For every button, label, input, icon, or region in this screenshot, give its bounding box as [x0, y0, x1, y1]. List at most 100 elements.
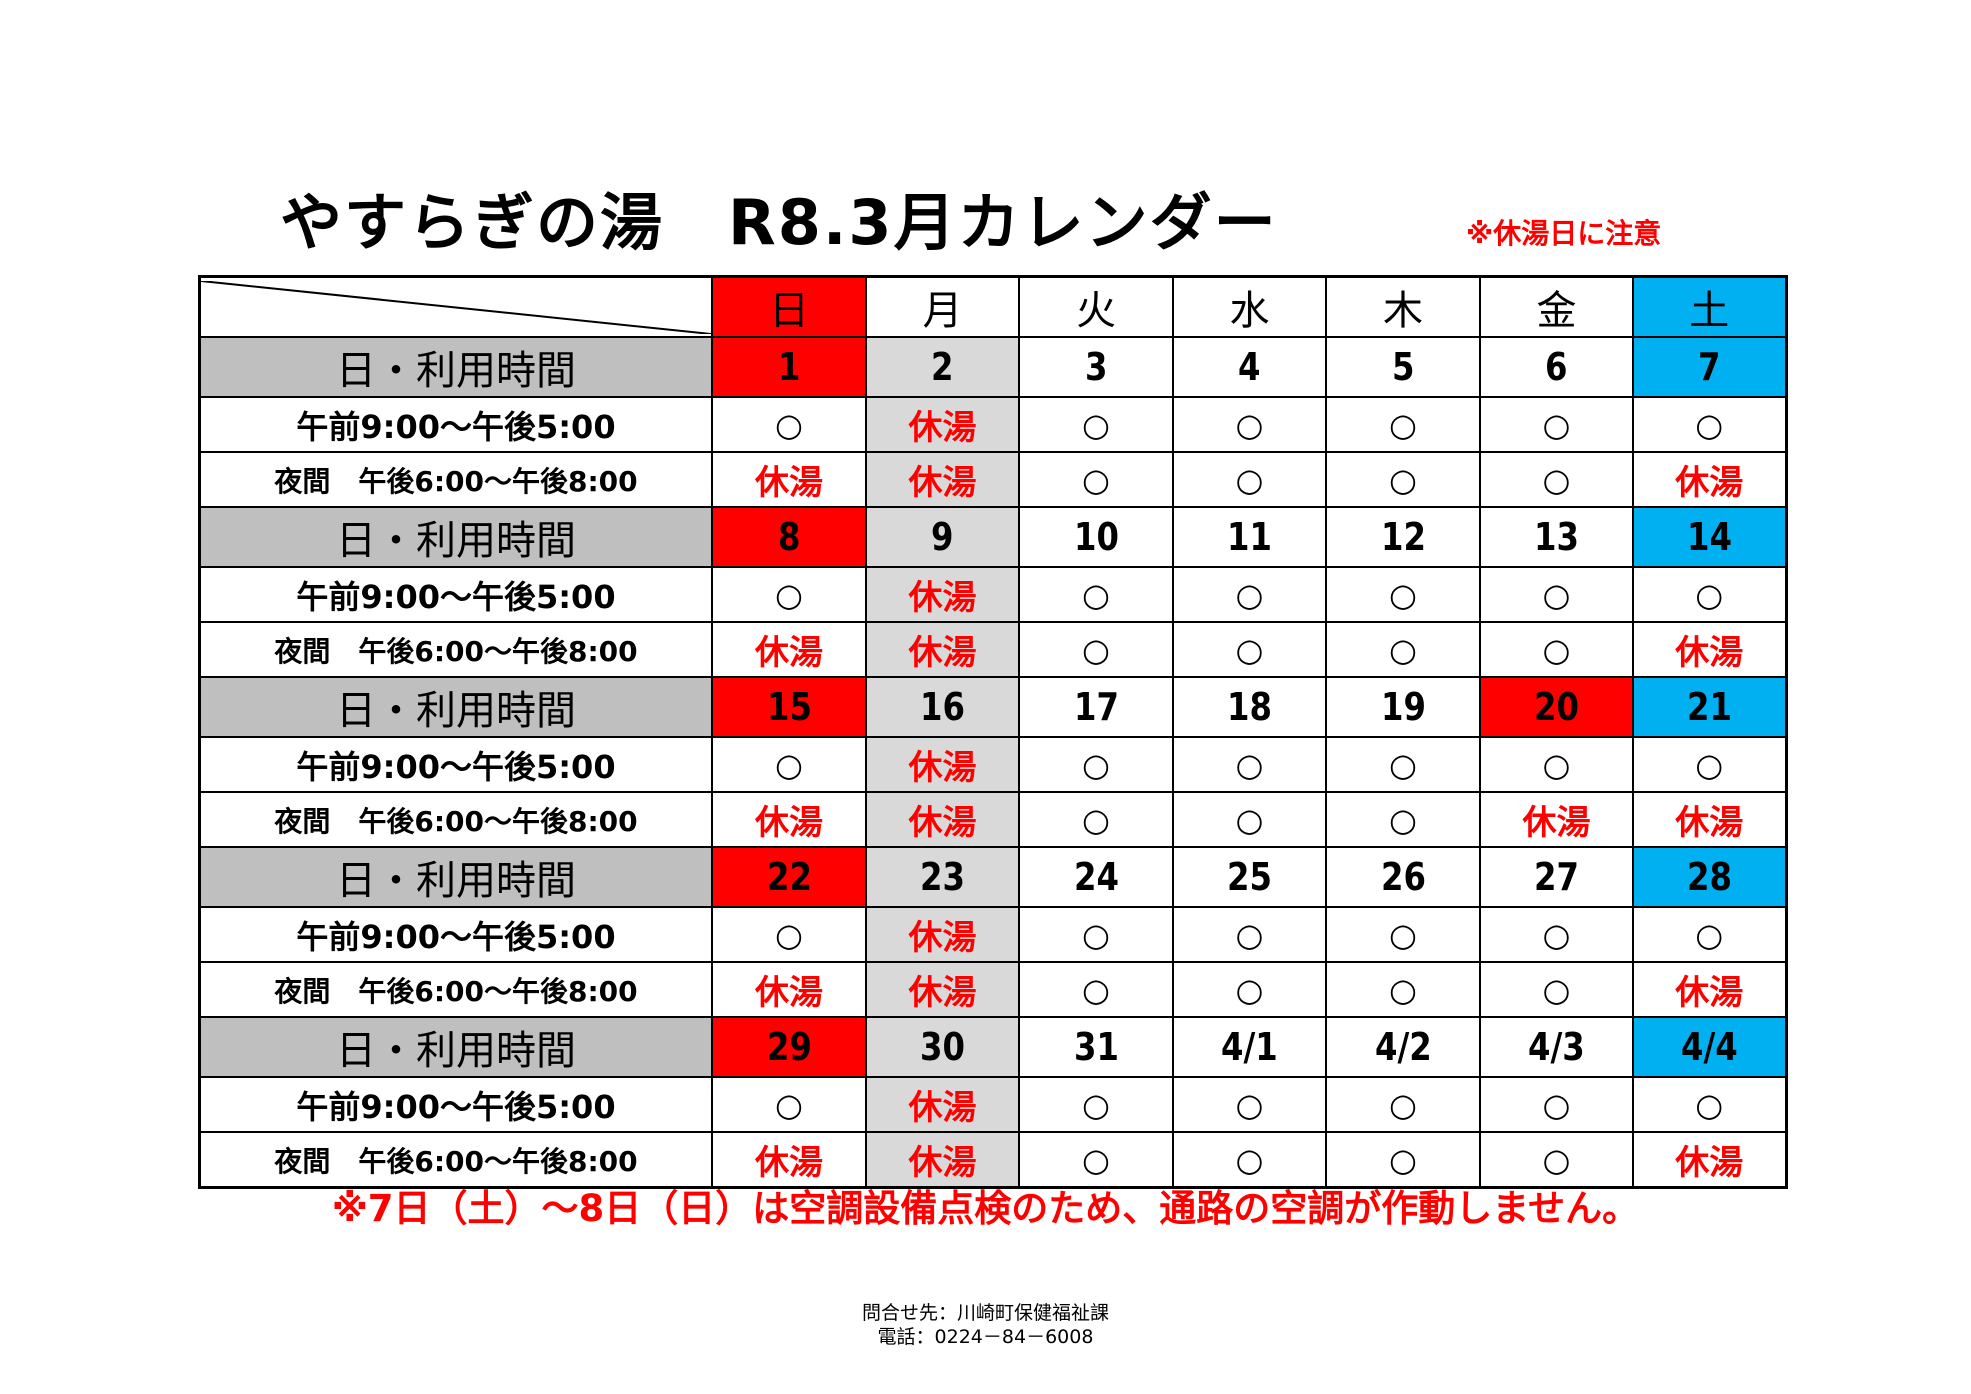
date-cell: 22	[711, 846, 867, 908]
table-row: 夜間 午後6:00～午後8:00 休湯 休湯 ○ ○ ○ ○ 休湯	[198, 621, 1787, 678]
date-cell-text: 24	[1073, 855, 1119, 899]
table-row: 午前9:00～午後5:00 ○ 休湯 ○ ○ ○ ○ ○	[198, 566, 1787, 623]
date-cell-text: 29	[766, 1025, 812, 1069]
open-cell: ○	[1325, 791, 1481, 848]
date-cell-text: 25	[1227, 855, 1272, 899]
table-row: 日月火水木金土	[198, 275, 1787, 338]
date-cell: 9	[865, 506, 1020, 568]
date-cell-text: 23	[920, 855, 965, 899]
open-cell: ○	[1018, 1131, 1174, 1189]
night-label: 夜間 午後6:00～午後8:00	[198, 791, 713, 848]
open-cell: ○	[1172, 906, 1327, 963]
date-cell: 8	[711, 506, 867, 568]
date-cell: 10	[1018, 506, 1174, 568]
weekday-header: 木	[1325, 275, 1481, 338]
closed-cell: 休湯	[1632, 451, 1787, 508]
closed-cell: 休湯	[711, 961, 867, 1018]
date-row-label: 日・利用時間	[198, 336, 713, 398]
open-cell: ○	[1325, 621, 1481, 678]
closed-cell: 休湯	[1632, 791, 1787, 848]
day-label: 午前9:00～午後5:00	[198, 566, 713, 623]
date-cell-text: 13	[1534, 515, 1579, 559]
date-cell: 21	[1632, 676, 1787, 738]
open-cell: ○	[1018, 396, 1174, 453]
date-cell-text: 28	[1686, 855, 1732, 899]
weekday-header: 日	[711, 275, 867, 338]
date-cell: 14	[1632, 506, 1787, 568]
notice: ※7日（土）～8日（日）は空調設備点検のため、通路の空調が作動しません。	[331, 1187, 1640, 1230]
date-cell-text: 21	[1686, 685, 1732, 729]
table-row: 午前9:00～午後5:00 ○ 休湯 ○ ○ ○ ○ ○	[198, 906, 1787, 963]
open-cell: ○	[1479, 396, 1634, 453]
date-cell: 12	[1325, 506, 1481, 568]
corner-cell	[198, 275, 713, 338]
date-row-label: 日・利用時間	[198, 676, 713, 738]
contact: 電話：0224－84－6008	[877, 1326, 1094, 1348]
open-cell: ○	[1018, 736, 1174, 793]
date-cell: 4/4	[1632, 1016, 1787, 1078]
date-cell-text: 4/2	[1374, 1025, 1432, 1069]
table-row: 日・利用時間 1 2 3 4 5 6 7	[198, 336, 1787, 398]
open-cell: ○	[1018, 621, 1174, 678]
table-row: 夜間 午後6:00～午後8:00 休湯 休湯 ○ ○ ○ 休湯 休湯	[198, 791, 1787, 848]
date-cell: 13	[1479, 506, 1634, 568]
date-cell: 4/1	[1172, 1016, 1327, 1078]
table-row: 夜間 午後6:00～午後8:00 休湯 休湯 ○ ○ ○ ○ 休湯	[198, 961, 1787, 1018]
open-cell: ○	[1325, 961, 1481, 1018]
open-cell: ○	[1479, 1076, 1634, 1133]
closed-cell: 休湯	[865, 1076, 1020, 1133]
open-cell: ○	[1172, 396, 1327, 453]
table-row: 日・利用時間 8 9 10 11 12 13 14	[198, 506, 1787, 568]
day-label: 午前9:00～午後5:00	[198, 736, 713, 793]
closed-cell: 休湯	[1632, 1131, 1787, 1189]
open-cell: ○	[1632, 396, 1787, 453]
open-cell: ○	[1632, 736, 1787, 793]
night-label: 夜間 午後6:00～午後8:00	[198, 1131, 713, 1189]
open-cell: ○	[1479, 566, 1634, 623]
date-cell: 18	[1172, 676, 1327, 738]
night-label: 夜間 午後6:00～午後8:00	[198, 961, 713, 1018]
table-row: 夜間 午後6:00～午後8:00 休湯 休湯 ○ ○ ○ ○ 休湯	[198, 451, 1787, 508]
date-row-label: 日・利用時間	[198, 1016, 713, 1078]
open-cell: ○	[1018, 791, 1174, 848]
open-cell: ○	[1018, 1076, 1174, 1133]
open-cell: ○	[1632, 1076, 1787, 1133]
closed-cell: 休湯	[865, 736, 1020, 793]
date-cell: 24	[1018, 846, 1174, 908]
date-cell: 19	[1325, 676, 1481, 738]
closed-cell: 休湯	[865, 621, 1020, 678]
open-cell: ○	[1632, 566, 1787, 623]
night-label: 夜間 午後6:00～午後8:00	[198, 451, 713, 508]
date-cell: 25	[1172, 846, 1327, 908]
date-cell-text: 3	[1084, 345, 1108, 389]
date-cell-text: 11	[1227, 515, 1272, 559]
table-row: 午前9:00～午後5:00 ○ 休湯 ○ ○ ○ ○ ○	[198, 396, 1787, 453]
open-cell: ○	[1479, 961, 1634, 1018]
day-label: 午前9:00～午後5:00	[198, 1076, 713, 1133]
date-cell-text: 9	[931, 515, 954, 559]
note: ※休湯日に注意	[1466, 217, 1662, 250]
open-cell: ○	[1172, 1131, 1327, 1189]
date-cell-text: 8	[777, 515, 801, 559]
date-cell: 29	[711, 1016, 867, 1078]
open-cell: ○	[1325, 906, 1481, 963]
closed-cell: 休湯	[865, 906, 1020, 963]
date-cell: 27	[1479, 846, 1634, 908]
open-cell: ○	[1632, 906, 1787, 963]
date-cell-text: 18	[1227, 685, 1272, 729]
date-cell-text: 30	[920, 1025, 965, 1069]
open-cell: ○	[711, 736, 867, 793]
title: やすらぎの湯 R8.3月カレンダー	[280, 186, 1278, 259]
weekday-header: 土	[1632, 275, 1787, 338]
date-cell: 2	[865, 336, 1020, 398]
table-row: 日・利用時間 15 16 17 18 19 20 21	[198, 676, 1787, 738]
date-cell-text: 4	[1238, 345, 1261, 389]
date-cell-text: 5	[1391, 345, 1415, 389]
open-cell: ○	[1325, 451, 1481, 508]
table-row: 夜間 午後6:00～午後8:00 休湯 休湯 ○ ○ ○ ○ 休湯	[198, 1131, 1787, 1189]
date-cell: 4	[1172, 336, 1327, 398]
date-cell: 15	[711, 676, 867, 738]
open-cell: ○	[1018, 906, 1174, 963]
date-cell-text: 22	[766, 855, 812, 899]
